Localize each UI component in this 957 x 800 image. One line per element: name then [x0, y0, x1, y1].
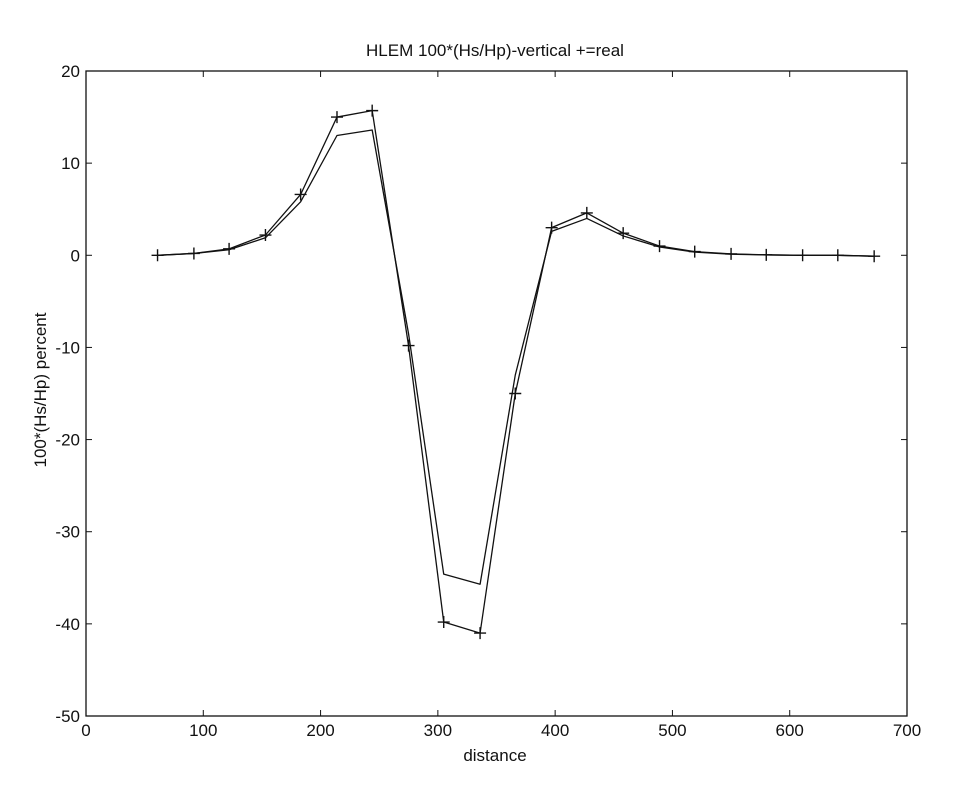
series-line: [157, 129, 875, 585]
data-point: [617, 227, 630, 240]
x-tick-label: 0: [81, 721, 90, 740]
y-tick-label: -50: [55, 707, 80, 726]
data-point: [366, 104, 379, 117]
y-axis-ticks: -50 -40 -30 -20 -10 0 10 20: [55, 62, 907, 726]
series-layer: [151, 104, 881, 640]
series-2: [157, 129, 875, 585]
data-point: [259, 229, 272, 242]
y-tick-label: 0: [71, 246, 80, 265]
y-axis-label: 100*(Hs/Hp) percent: [31, 312, 50, 467]
x-tick-label: 600: [776, 721, 804, 740]
y-tick-label: 10: [61, 154, 80, 173]
data-point: [330, 111, 343, 124]
chart-title: HLEM 100*(Hs/Hp)-vertical +=real: [366, 41, 624, 60]
x-tick-label: 500: [658, 721, 686, 740]
data-point: [474, 627, 487, 640]
data-point: [437, 616, 450, 629]
x-tick-label: 200: [306, 721, 334, 740]
plot-frame: [85, 70, 908, 717]
data-point: [402, 339, 415, 352]
x-axis-ticks: 0 100 200 300 400 500 600 700: [81, 71, 921, 740]
x-axis-label: distance: [463, 746, 526, 765]
x-tick-label: 300: [424, 721, 452, 740]
y-tick-label: -10: [55, 338, 80, 357]
y-tick-label: -40: [55, 615, 80, 634]
x-tick-label: 700: [893, 721, 921, 740]
y-tick-label: 20: [61, 62, 80, 81]
y-tick-label: -20: [55, 431, 80, 450]
data-point: [509, 387, 522, 400]
x-tick-label: 100: [189, 721, 217, 740]
x-tick-label: 400: [541, 721, 569, 740]
data-point: [580, 206, 593, 219]
y-tick-label: -30: [55, 523, 80, 542]
